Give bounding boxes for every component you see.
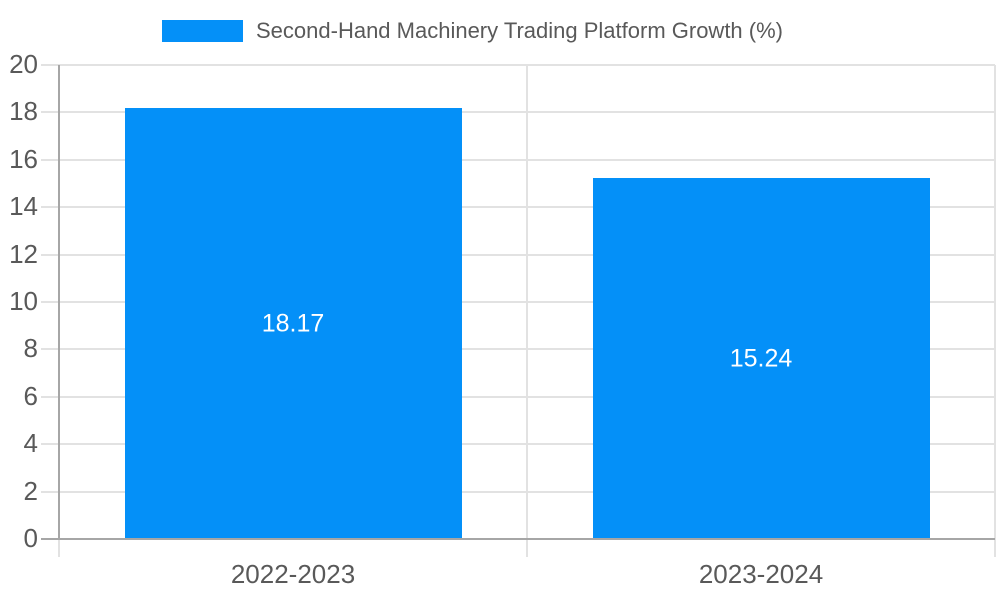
category-boundary-line xyxy=(526,65,528,557)
y-tick-label: 16 xyxy=(9,144,38,174)
category-boundary-line xyxy=(994,65,996,557)
y-tick-label: 12 xyxy=(9,239,38,269)
y-axis-line xyxy=(58,65,60,539)
x-tick-label: 2022-2023 xyxy=(230,559,356,589)
chart-legend[interactable]: Second-Hand Machinery Trading Platform G… xyxy=(162,18,783,44)
plot-area: 18.17 15.24 xyxy=(41,64,996,557)
y-gridline xyxy=(41,254,995,256)
bar[interactable] xyxy=(593,178,930,538)
y-tick-label: 2 xyxy=(23,476,38,506)
y-tick-label: 8 xyxy=(23,333,38,363)
y-zero-tick xyxy=(41,538,59,540)
y-tick-label: 10 xyxy=(9,286,38,316)
y-gridline xyxy=(41,396,995,398)
x-axis-line xyxy=(58,538,995,540)
legend-label: Second-Hand Machinery Trading Platform G… xyxy=(256,18,783,43)
bar-value-label: 18.17 xyxy=(261,309,325,338)
x-tick-label: 2023-2024 xyxy=(698,559,824,589)
y-tick-label: 0 xyxy=(23,523,38,553)
y-gridline xyxy=(41,301,995,303)
y-gridline xyxy=(41,64,995,66)
bar-value-label: 15.24 xyxy=(729,344,793,373)
y-tick-label: 20 xyxy=(9,49,38,79)
y-tick-label: 6 xyxy=(23,381,38,411)
y-gridline xyxy=(41,111,995,113)
y-gridline xyxy=(41,206,995,208)
y-tick-label: 4 xyxy=(23,428,38,458)
y-tick-label: 14 xyxy=(9,191,38,221)
bar[interactable] xyxy=(125,108,462,538)
x-zero-tick xyxy=(58,539,60,557)
y-gridline xyxy=(41,443,995,445)
y-gridline xyxy=(41,159,995,161)
y-gridline xyxy=(41,348,995,350)
legend-swatch xyxy=(162,20,243,42)
y-tick-label: 18 xyxy=(9,96,38,126)
y-gridline xyxy=(41,491,995,493)
